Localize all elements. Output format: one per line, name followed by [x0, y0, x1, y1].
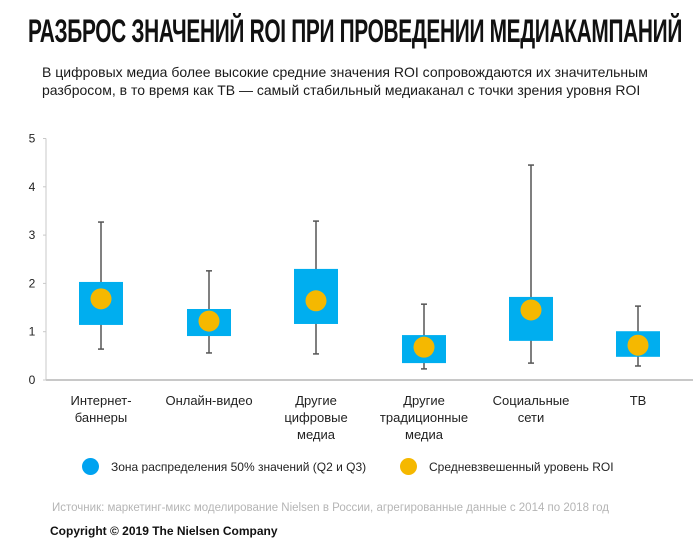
legend-yellow-dot-icon	[400, 458, 417, 475]
y-tick-label: 5	[29, 132, 36, 146]
page-title: РАЗБРОС ЗНАЧЕНИЙ ROI ПРИ ПРОВЕДЕНИИ МЕДИ…	[28, 13, 682, 49]
source-note: Источник: маркетинг-микс моделирование N…	[52, 502, 609, 514]
mean-dot	[627, 334, 649, 356]
x-tick-label-line: медиа	[297, 427, 335, 442]
subtitle-line-2: разбросом, в то время как ТВ — самый ста…	[42, 82, 641, 98]
y-tick-label: 3	[29, 228, 36, 242]
copyright: Copyright © 2019 The Nielsen Company	[50, 524, 278, 538]
x-tick-label: Онлайн-видео	[154, 392, 264, 409]
x-tick-label: Другие цифровые медиа	[261, 392, 371, 443]
boxplot-chart: 0 1 2 3 4 5	[29, 132, 693, 387]
mean-dot	[198, 310, 220, 332]
legend-box-label: Зона распределения 50% значений (Q2 и Q3…	[111, 459, 367, 474]
x-tick-label: ТВ	[583, 392, 693, 409]
mean-dot	[413, 336, 435, 358]
x-tick-label: Социальные сети	[476, 392, 586, 426]
subtitle-line-1: В цифровых медиа более высокие средние з…	[42, 64, 648, 80]
x-tick-label-line: Социальные	[492, 393, 570, 408]
y-tick-label: 4	[29, 180, 36, 194]
y-tick-label: 2	[29, 276, 36, 290]
x-tick-label-line: Другие	[403, 393, 445, 408]
x-tick-label-line: баннеры	[74, 410, 128, 425]
y-tick-label: 1	[29, 325, 36, 339]
legend-blue-dot-icon	[82, 458, 99, 475]
x-tick-label-line: Другие	[295, 393, 337, 408]
x-tick-label-line: сети	[517, 410, 545, 425]
subtitle: В цифровых медиа более высокие средние з…	[42, 63, 692, 99]
page-title-text: РАЗБРОС ЗНАЧЕНИЙ ROI ПРИ ПРОВЕДЕНИИ МЕДИ…	[28, 13, 682, 49]
legend-item-mean: Средневзвешенный уровень ROI	[400, 458, 614, 475]
x-tick-label-line: Интернет-	[70, 393, 132, 408]
x-tick-label: Другие традиционные медиа	[369, 392, 479, 443]
x-tick-label-line: медиа	[405, 427, 443, 442]
y-tick-label: 0	[29, 373, 36, 387]
x-tick-label-line: Онлайн-видео	[165, 393, 253, 408]
mean-dot	[305, 290, 327, 312]
mean-dot	[90, 288, 112, 310]
x-tick-label-line: ТВ	[629, 393, 647, 408]
x-tick-label-line: цифровые	[284, 410, 348, 425]
mean-dot	[520, 299, 542, 321]
x-tick-label-line: традиционные	[379, 410, 469, 425]
legend-item-box: Зона распределения 50% значений (Q2 и Q3…	[82, 458, 366, 475]
x-tick-label: Интернет-баннеры	[46, 392, 156, 426]
legend-mean-label: Средневзвешенный уровень ROI	[429, 459, 614, 474]
